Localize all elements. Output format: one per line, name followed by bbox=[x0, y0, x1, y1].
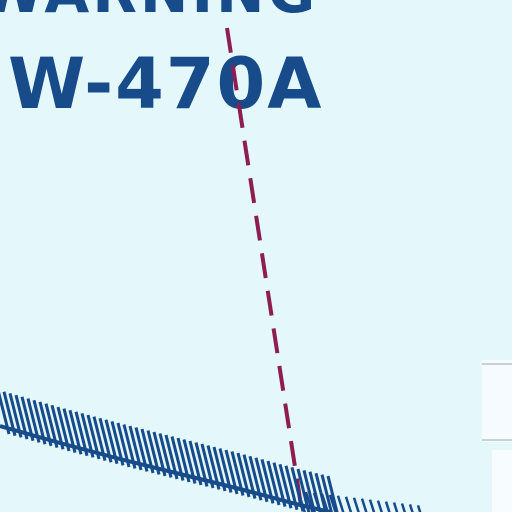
boundary-hatch-tick bbox=[56, 406, 71, 452]
boundary-hatch-tick bbox=[164, 434, 179, 480]
boundary-hatch-tick bbox=[8, 393, 23, 438]
boundary-hatch-tick bbox=[352, 497, 360, 512]
boundary-hatch-tick bbox=[116, 422, 131, 468]
boundary-hatch-tick bbox=[278, 463, 293, 509]
warning-area-label: WARNING bbox=[0, 0, 318, 26]
hatched-airspace-boundary bbox=[0, 391, 422, 512]
right-edge-chart-marker bbox=[482, 360, 512, 512]
boundary-hatch-tick bbox=[320, 474, 333, 512]
boundary-hatch-tick bbox=[194, 442, 209, 487]
boundary-hatch-tick bbox=[122, 424, 137, 469]
boundary-hatch-tick bbox=[170, 436, 185, 481]
boundary-hatch-tick bbox=[392, 502, 399, 512]
boundary-hatch-tick bbox=[62, 408, 77, 453]
boundary-hatch-tick bbox=[312, 492, 322, 512]
boundary-hatch-tick bbox=[212, 446, 227, 492]
boundary-hatch-tick bbox=[224, 449, 239, 495]
boundary-hatch-tick bbox=[140, 428, 155, 474]
boundary-hatch-tick bbox=[230, 451, 245, 496]
boundary-hatch-tick bbox=[44, 403, 59, 448]
boundary-hatch-tick bbox=[188, 440, 203, 486]
boundary-hatch-tick bbox=[26, 398, 41, 443]
boundary-hatch-tick bbox=[254, 457, 269, 503]
boundary-hatch-tick bbox=[152, 431, 167, 477]
boundary-hatch-tick bbox=[176, 437, 191, 483]
boundary-hatch-tick bbox=[92, 416, 107, 461]
boundary-hatch-tick bbox=[260, 459, 275, 504]
boundary-hatch-tick bbox=[20, 396, 35, 442]
boundary-hatch-tick bbox=[400, 503, 407, 512]
boundary-hatch-tick bbox=[32, 399, 47, 445]
boundary-hatch-tick bbox=[384, 501, 391, 512]
boundary-hatch-tick bbox=[272, 462, 287, 507]
edge-panel bbox=[482, 360, 512, 442]
boundary-hatch-tick bbox=[328, 494, 337, 512]
boundary-hatch-tick bbox=[146, 430, 161, 475]
boundary-hatch-tick bbox=[206, 445, 221, 490]
edge-panel-lower bbox=[492, 450, 512, 512]
warning-area-designator: W-470A bbox=[8, 43, 323, 125]
boundary-hatch-tick bbox=[38, 401, 53, 447]
boundary-hatch-tick bbox=[360, 498, 368, 512]
boundary-hatch-tick bbox=[50, 404, 65, 450]
boundary-hatch-tick bbox=[368, 499, 376, 512]
boundary-hatch-tick bbox=[182, 439, 197, 484]
boundary-hatch-tick bbox=[336, 495, 345, 512]
boundary-hatch-tick bbox=[320, 493, 330, 512]
boundary-hatch-tick bbox=[296, 468, 311, 512]
boundary-hatch-tick bbox=[304, 491, 314, 512]
boundary-hatch-tick bbox=[2, 391, 17, 437]
boundary-hatch-tick bbox=[236, 452, 251, 498]
boundary-hatch-tick bbox=[86, 414, 101, 460]
boundary-hatch-tick bbox=[0, 391, 11, 435]
boundary-hatch-tick bbox=[98, 417, 113, 463]
boundary-hatch-tick bbox=[296, 490, 306, 512]
boundary-hatch-tick bbox=[80, 413, 95, 458]
boundary-hatch-tick bbox=[110, 421, 125, 466]
boundary-hatch-tick bbox=[344, 496, 353, 512]
boundary-hatch-tick bbox=[218, 448, 233, 493]
boundary-hatch-tick bbox=[200, 443, 215, 489]
dashed-boundary-line bbox=[225, 27, 304, 512]
boundary-hatch-tick bbox=[242, 454, 257, 499]
boundary-hatch-tick bbox=[326, 475, 339, 512]
boundary-hatch-tick bbox=[68, 409, 83, 455]
boundary-hatch-tick bbox=[134, 427, 149, 472]
boundary-hatch-tick bbox=[14, 394, 29, 440]
boundary-hatch-tick bbox=[266, 460, 281, 506]
boundary-hatch-tick bbox=[284, 465, 299, 511]
boundary-hatch-tick bbox=[248, 455, 263, 501]
boundary-hatch-tick bbox=[302, 470, 316, 512]
boundary-hatch-tick bbox=[408, 504, 414, 512]
boundary-hatch-tick bbox=[128, 425, 143, 471]
boundary-hatch-tick bbox=[74, 411, 89, 457]
boundary-hatch-tick bbox=[416, 505, 422, 512]
boundary-hatch-tick bbox=[104, 419, 119, 465]
boundary-hatch-tick bbox=[158, 433, 173, 478]
